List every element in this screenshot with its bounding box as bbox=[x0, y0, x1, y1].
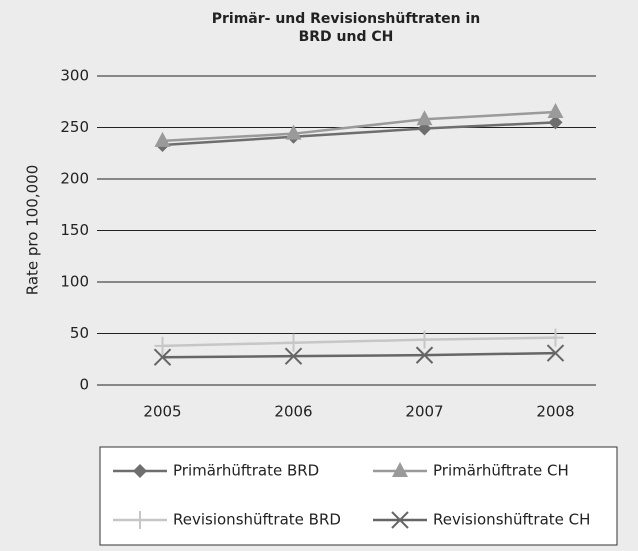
marker bbox=[546, 344, 565, 362]
marker bbox=[547, 328, 564, 347]
marker bbox=[416, 330, 433, 349]
y-tick-label: 300 bbox=[60, 67, 89, 85]
marker bbox=[415, 346, 434, 364]
marker bbox=[416, 110, 433, 126]
y-tick-label: 250 bbox=[60, 118, 89, 136]
marker bbox=[132, 511, 148, 529]
x-tick-label: 2005 bbox=[143, 403, 181, 421]
marker bbox=[391, 511, 409, 529]
legend-label: Primärhüftrate BRD bbox=[173, 462, 319, 480]
series-line bbox=[162, 351, 556, 359]
y-axis-label: Rate pro 100,000 bbox=[24, 165, 42, 296]
y-tick-label: 50 bbox=[70, 324, 89, 342]
series-line bbox=[162, 121, 556, 147]
marker bbox=[133, 464, 147, 478]
chart-title: Primär- und Revisionshüftraten in BRD un… bbox=[211, 11, 481, 45]
marker bbox=[548, 115, 563, 130]
marker bbox=[154, 131, 171, 147]
marker bbox=[392, 462, 408, 477]
marker bbox=[154, 336, 171, 355]
legend-label: Primärhüftrate CH bbox=[433, 462, 569, 480]
series-line bbox=[162, 110, 556, 143]
y-tick-label: 150 bbox=[60, 221, 89, 239]
marker bbox=[153, 348, 172, 366]
x-tick-label: 2007 bbox=[405, 403, 443, 421]
legend-label: Revisionshüftrate BRD bbox=[173, 511, 341, 529]
y-tick-label: 100 bbox=[60, 273, 89, 291]
legend-label: Revisionshüftrate CH bbox=[433, 511, 590, 529]
x-tick-label: 2006 bbox=[274, 403, 312, 421]
marker bbox=[547, 103, 564, 119]
series-line bbox=[162, 336, 556, 348]
marker bbox=[284, 347, 303, 365]
x-tick-label: 2008 bbox=[536, 403, 574, 421]
legend-box bbox=[99, 446, 618, 546]
marker bbox=[285, 333, 302, 352]
marker bbox=[285, 124, 302, 140]
y-tick-label: 0 bbox=[79, 376, 89, 394]
y-tick-label: 200 bbox=[60, 170, 89, 188]
